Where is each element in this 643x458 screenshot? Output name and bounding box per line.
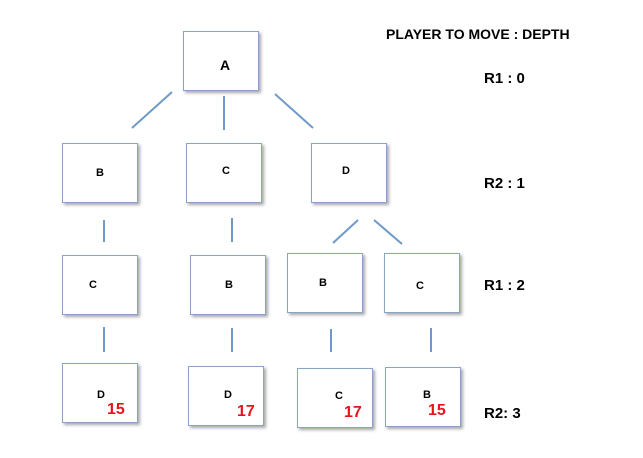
node-label: A [220, 57, 231, 73]
tree-node-c: C [62, 255, 138, 315]
node-label: C [89, 279, 97, 291]
node-label: D [97, 389, 105, 401]
tree-node-c: C 17 [297, 368, 373, 428]
tree-node-b: B [190, 255, 266, 315]
tree-node-b: B [287, 253, 363, 313]
tree-node-d: D 15 [62, 363, 138, 423]
edge-n3-n6 [332, 219, 359, 244]
node-label: B [423, 389, 431, 401]
tree-node-d: D 17 [188, 366, 264, 426]
node-label: C [416, 280, 424, 292]
tree-node-a: A [183, 31, 259, 91]
node-label: B [319, 277, 327, 289]
node-label: B [225, 279, 233, 291]
node-label: D [224, 389, 232, 401]
edge-n3-n7 [373, 219, 403, 245]
level-label-1: R2 : 1 [484, 175, 525, 192]
level-label-2: R1 : 2 [484, 277, 525, 294]
node-label: C [335, 390, 343, 402]
node-label: B [96, 167, 104, 179]
header-player-to-move-depth: PLAYER TO MOVE : DEPTH [386, 26, 570, 42]
node-value: 17 [344, 404, 362, 421]
edge-n0-n1 [131, 91, 173, 129]
level-label-0: R1 : 0 [484, 70, 525, 87]
edge-n0-n3 [274, 93, 314, 129]
level-label-3: R2: 3 [484, 405, 521, 422]
tree-node-c: C [384, 253, 460, 313]
node-value: 15 [428, 402, 446, 419]
tree-node-d: D [311, 143, 387, 203]
tree-node-b: B 15 [385, 367, 461, 427]
node-value: 17 [237, 403, 255, 420]
tree-node-b: B [62, 143, 138, 203]
node-value: 15 [107, 401, 125, 418]
node-label: C [222, 165, 230, 177]
tree-node-c: C [186, 143, 262, 203]
node-label: D [342, 165, 350, 177]
